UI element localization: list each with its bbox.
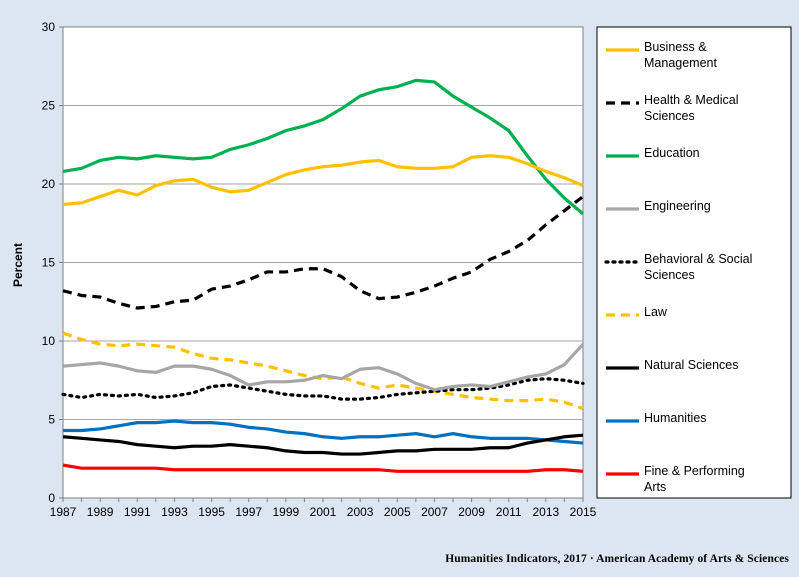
y-tick-label: 5 [48, 413, 55, 427]
x-tick-label: 1987 [50, 505, 77, 519]
legend-label: Humanities [644, 411, 707, 425]
series-line [63, 419, 584, 445]
x-tick-label: 1999 [273, 505, 300, 519]
y-axis-ticks: 0 5 10 15 20 25 30 [42, 20, 63, 505]
y-axis-title: Percent [11, 243, 25, 287]
credit-line: Humanities Indicators, 2017 · American A… [445, 553, 789, 565]
x-tick-label: 1989 [87, 505, 114, 519]
series-line [62, 78, 585, 216]
x-tick-label: 2005 [384, 505, 411, 519]
legend-label: Behavioral & Social Sciences [644, 252, 752, 282]
gridlines [63, 105, 583, 420]
series-line [62, 331, 584, 411]
legend-label: Business & Management [644, 40, 717, 70]
x-tick-label: 2015 [570, 505, 597, 519]
series-line [62, 154, 584, 207]
x-tick-label: 1991 [124, 505, 151, 519]
legend-label: Engineering [644, 199, 711, 213]
x-axis-ticks: 1987 1989 1991 1993 1995 1997 1999 2001 2003 2005… [50, 498, 597, 519]
series-lines [61, 78, 585, 473]
legend-label: Natural Sciences [644, 358, 739, 372]
y-tick-label: 30 [42, 20, 56, 34]
y-tick-label: 10 [42, 334, 56, 348]
x-tick-label: 2011 [496, 505, 522, 519]
x-tick-label: 2013 [533, 505, 560, 519]
x-tick-label: 2001 [310, 505, 337, 519]
x-tick-label: 1993 [161, 505, 188, 519]
legend-label: Education [644, 146, 700, 160]
x-tick-label: 1995 [198, 505, 225, 519]
series-line [62, 433, 584, 456]
legend: Business & Management Health & Medical Scie… [604, 40, 752, 494]
legend-label: Health & Medical Sciences [644, 93, 739, 123]
x-tick-label: 2003 [347, 505, 374, 519]
x-tick-label: 2007 [421, 505, 448, 519]
legend-label: Law [644, 305, 668, 319]
series-line [62, 463, 584, 473]
series-line [62, 343, 585, 392]
y-tick-label: 25 [42, 99, 56, 113]
x-tick-label: 2009 [458, 505, 485, 519]
x-tick-label: 1997 [235, 505, 262, 519]
legend-label: Fine & Performing Arts [644, 464, 745, 494]
y-tick-label: 15 [42, 256, 56, 270]
y-tick-label: 0 [48, 491, 55, 505]
y-tick-label: 20 [42, 177, 56, 191]
series-line [61, 377, 585, 401]
